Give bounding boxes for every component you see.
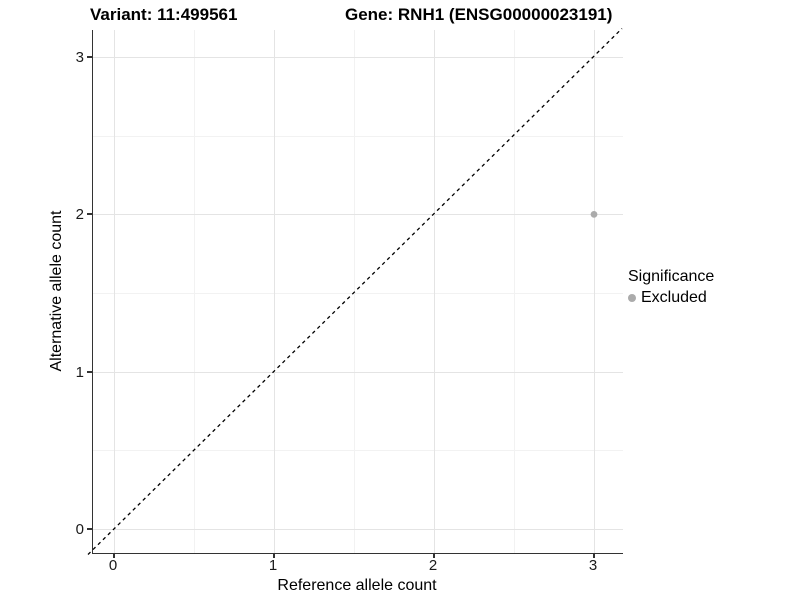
plot-layer (87, 28, 623, 555)
x-axis-title: Reference allele count (277, 577, 437, 594)
x-tick-mark-2 (433, 553, 435, 558)
gridline-y-1 (93, 372, 623, 373)
gridline-y-3 (93, 57, 623, 58)
gene-title: Gene: RNH1 (ENSG00000023191) (345, 5, 613, 24)
y-axis-title: Alternative allele count (48, 210, 65, 372)
data-point (590, 211, 598, 218)
y-tick-label-1: 1 (75, 364, 84, 381)
y-tick-label-3: 3 (75, 49, 84, 66)
gridline-x-3 (594, 30, 595, 553)
legend: Significance Excluded (628, 268, 714, 307)
x-tick-label-2: 2 (428, 557, 438, 574)
gridline-x-1 (274, 30, 275, 553)
y-tick-mark-1 (86, 371, 92, 373)
x-tick-label-1: 1 (268, 557, 278, 574)
gridline-x-2 (434, 30, 435, 553)
legend-title: Significance (628, 268, 715, 285)
variant-title: Variant: 11:499561 (90, 5, 238, 24)
x-tick-label-0: 0 (108, 557, 118, 574)
gridline-minor-x-2.5 (514, 30, 515, 553)
y-tick-mark-2 (86, 213, 92, 215)
gridline-minor-y-2.5 (93, 136, 623, 137)
y-tick-label-2: 2 (75, 206, 84, 223)
x-tick-mark-1 (273, 553, 275, 558)
plot-panel (86, 28, 623, 558)
y-tick-mark-0 (86, 528, 92, 530)
excluded-point-icon (628, 294, 636, 302)
gridline-minor-x-0.5 (194, 30, 195, 553)
gridline-y-0 (93, 529, 623, 530)
x-tick-label-3: 3 (588, 557, 598, 574)
legend-entry-excluded: Excluded (628, 289, 714, 307)
gridline-minor-y-0.5 (93, 450, 623, 451)
gridline-y-2 (93, 214, 623, 215)
y-tick-mark-3 (86, 56, 92, 58)
x-tick-mark-3 (593, 553, 595, 558)
gridline-minor-y-1.5 (93, 293, 623, 294)
identity-dashed-line (87, 28, 623, 555)
y-tick-label-0: 0 (75, 521, 84, 538)
legend-entry-label: Excluded (641, 289, 707, 306)
x-tick-mark-0 (113, 553, 115, 558)
gridline-x-0 (114, 30, 115, 553)
